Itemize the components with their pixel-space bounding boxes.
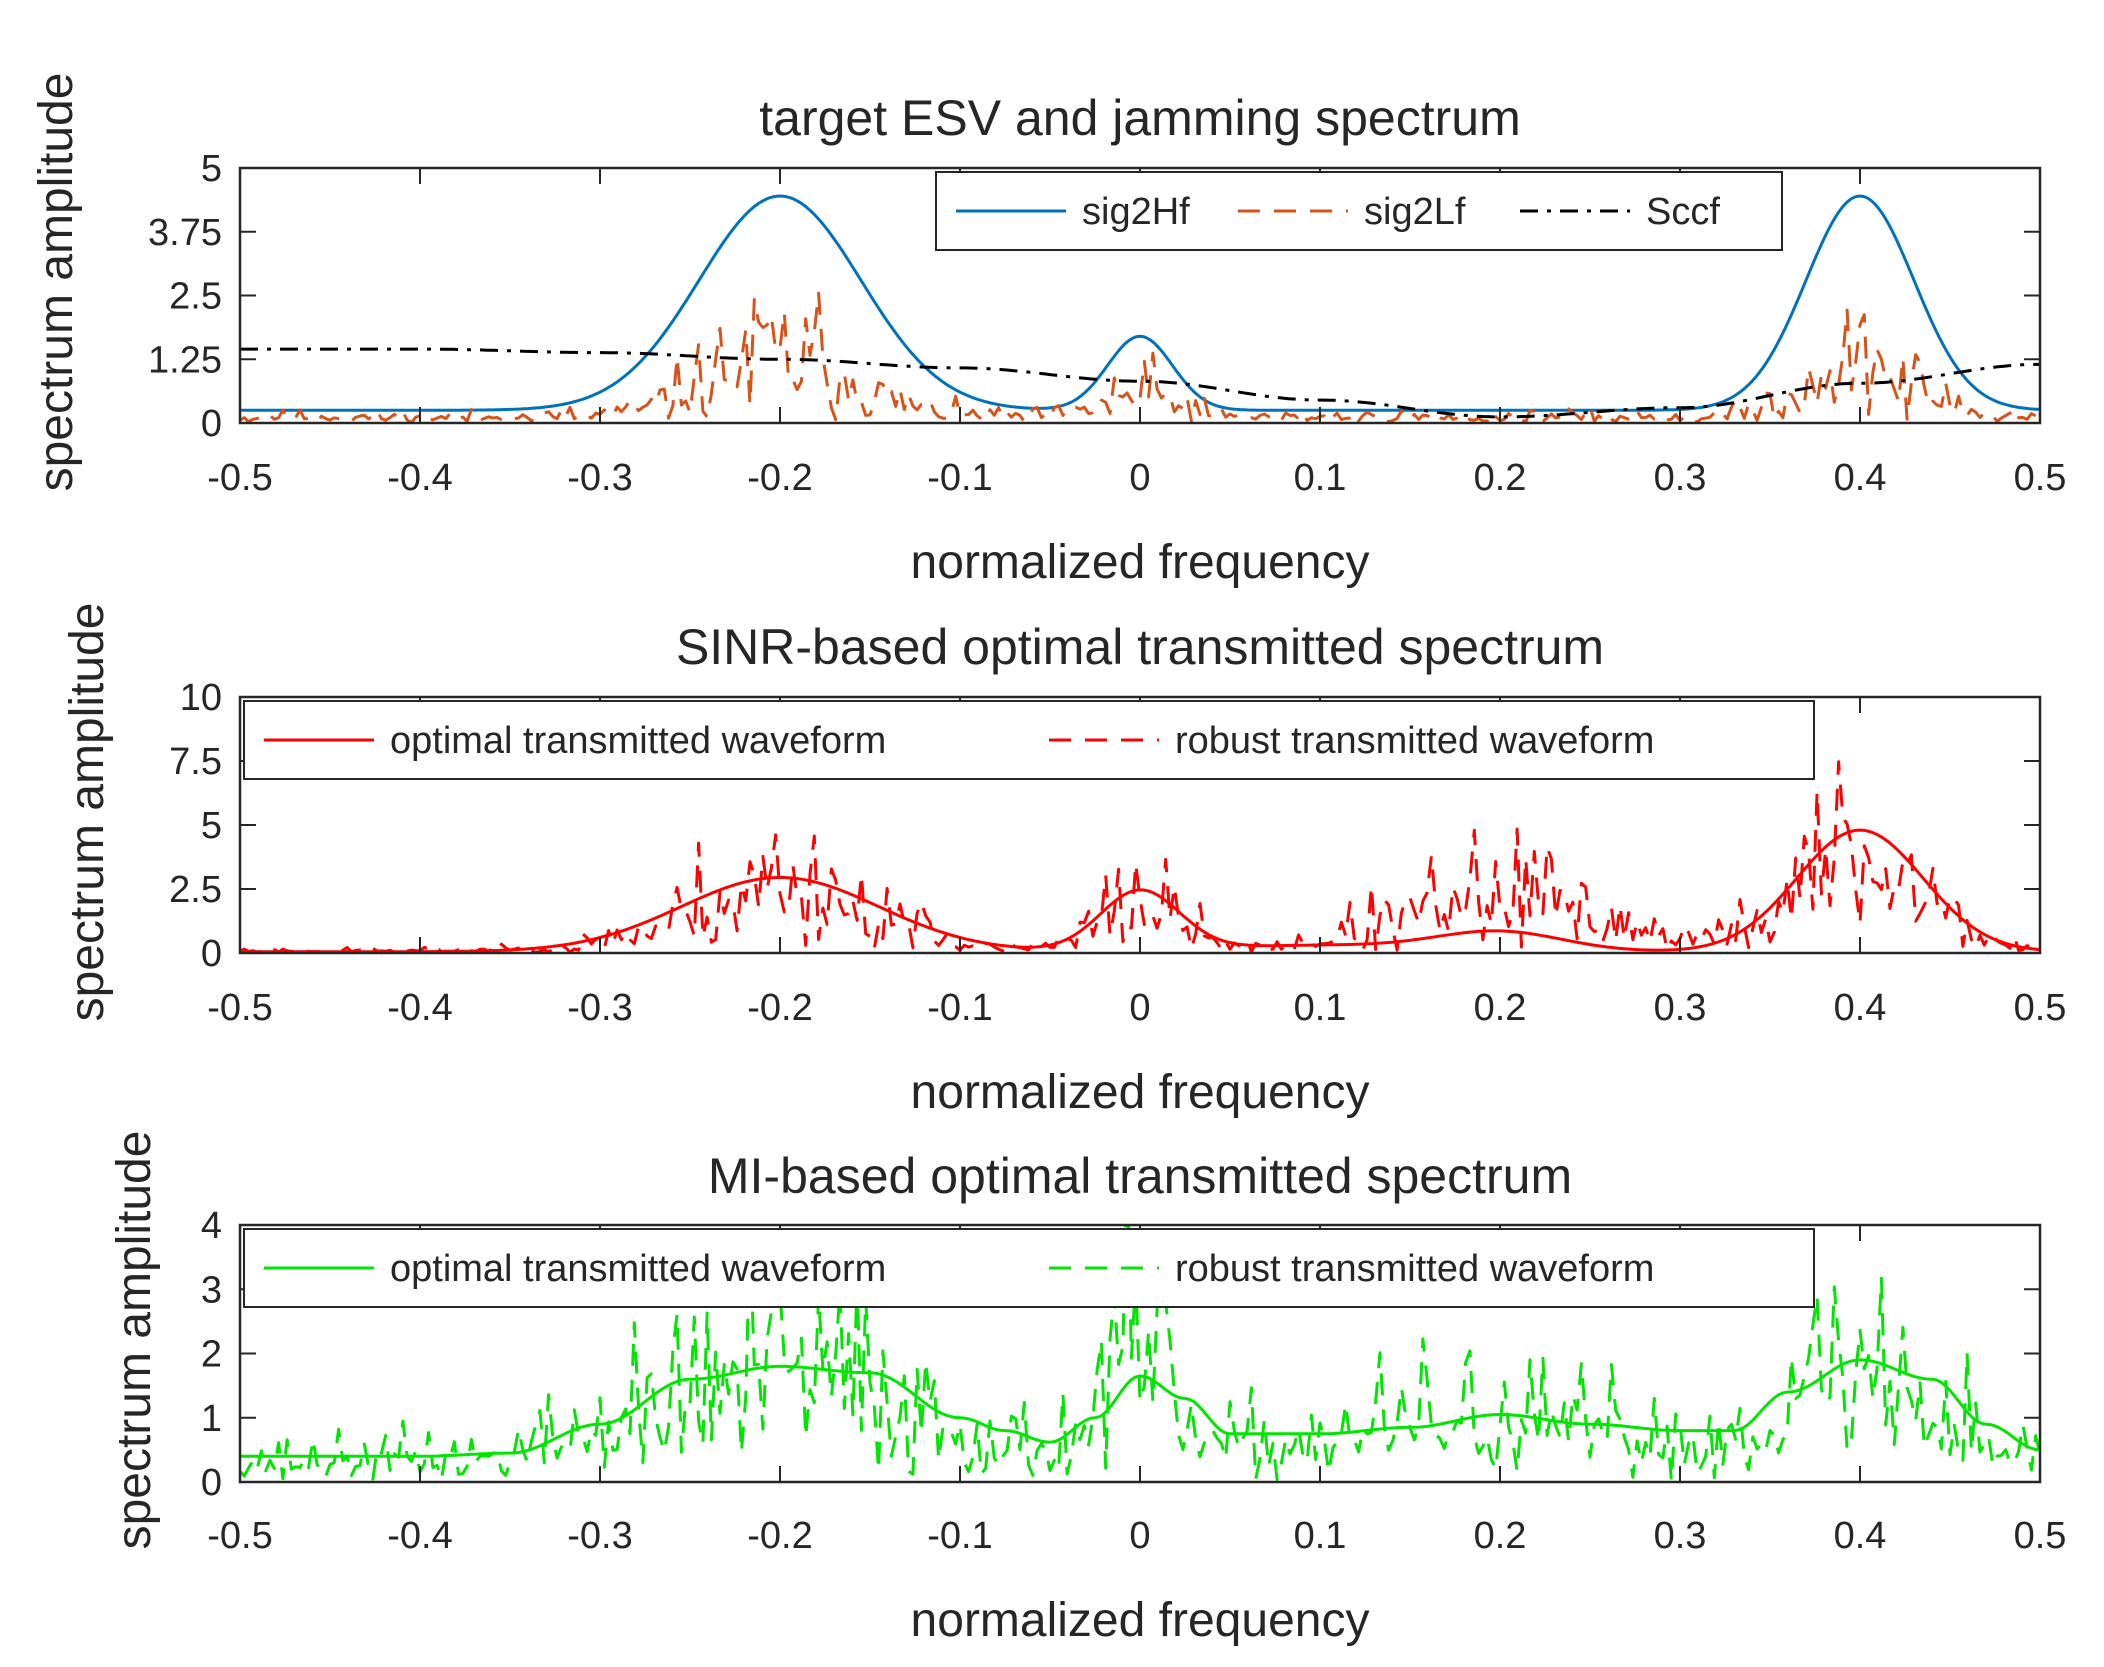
x-tick-label: 0: [1129, 457, 1150, 499]
series-group: [240, 194, 2040, 423]
legend-label-1: sig2Hf: [1082, 191, 1190, 233]
legend-label-2: robust transmitted waveform: [1175, 1248, 1654, 1290]
y-tick-label: 0: [201, 1462, 222, 1504]
legend: sig2Hf sig2Lf Sccf: [935, 171, 1783, 251]
y-tick-label: 0: [201, 933, 222, 975]
x-tick-label: -0.2: [747, 987, 812, 1029]
series-group: [240, 1225, 2040, 1482]
legend-label-2: sig2Lf: [1364, 191, 1466, 233]
x-tick-label: -0.1: [927, 987, 992, 1029]
x-tick-label: -0.5: [207, 457, 272, 499]
y-tick-label: 4: [201, 1205, 222, 1247]
x-tick-label: -0.5: [207, 987, 272, 1029]
legend-label-1: optimal transmitted waveform: [390, 1248, 886, 1290]
x-axis-label: normalized frequency: [911, 1594, 1370, 1647]
y-axis-label: spectrum amplitude: [61, 603, 114, 1022]
x-tick-label: 0.5: [2014, 457, 2067, 499]
series-line-2: [240, 1225, 2040, 1482]
x-tick-label: -0.4: [387, 457, 452, 499]
y-axis-label: spectrum amplitude: [108, 1131, 161, 1550]
x-tick-label: 0.1: [1294, 1515, 1347, 1557]
x-tick-label: 0.4: [1834, 457, 1887, 499]
x-tick-label: -0.3: [567, 987, 632, 1029]
y-tick-label: 0: [201, 403, 222, 445]
x-tick-label: 0.4: [1834, 987, 1887, 1029]
chart-panel-3: -0.5 -0.4 -0.3 -0.2 -0.1 0 0.1 0.2 0.3 0.4 0.5 0 1 2 3…: [108, 1131, 2066, 1647]
series-line-1: [240, 194, 2040, 412]
y-tick-label: 2.5: [169, 276, 222, 318]
legend-box: [935, 171, 1783, 251]
series-line-2: [240, 760, 2040, 953]
y-tick-label: 5: [201, 805, 222, 847]
x-tick-label: 0.2: [1474, 457, 1527, 499]
chart-title: MI-based optimal transmitted spectrum: [708, 1148, 1572, 1204]
x-tick-label: -0.2: [747, 1515, 812, 1557]
x-tick-label: 0.4: [1834, 1515, 1887, 1557]
y-tick-label: 2: [201, 1334, 222, 1376]
y-tick-label: 7.5: [169, 741, 222, 783]
x-tick-label: -0.4: [387, 1515, 452, 1557]
x-axis-label: normalized frequency: [911, 1066, 1370, 1119]
chart-panel-1: -0.5 -0.4 -0.3 -0.2 -0.1 0 0.1 0.2 0.3 0.4 0.5 0 1.2…: [30, 73, 2066, 589]
x-axis-label: normalized frequency: [911, 536, 1370, 589]
x-tick-label: 0.3: [1654, 987, 1707, 1029]
x-tick-label: 0: [1129, 987, 1150, 1029]
y-tick-label: 5: [201, 148, 222, 190]
x-tick-label: 0.1: [1294, 457, 1347, 499]
y-tick-label: 1.25: [148, 339, 222, 381]
x-tick-label: 0.3: [1654, 457, 1707, 499]
y-axis-label: spectrum amplitude: [30, 73, 83, 492]
chart-title: target ESV and jamming spectrum: [759, 90, 1520, 146]
x-tick-label: 0.5: [2014, 1515, 2067, 1557]
legend-box: [243, 700, 1815, 780]
x-tick-label: -0.1: [927, 1515, 992, 1557]
legend: optimal transmitted waveform robust trans…: [243, 700, 1815, 780]
y-tick-label: 1: [201, 1398, 222, 1440]
y-tick-label: 2.5: [169, 869, 222, 911]
chart-panel-2: -0.5 -0.4 -0.3 -0.2 -0.1 0 0.1 0.2 0.3 0.4 0.5 0 2.5…: [61, 603, 2066, 1119]
x-tick-label: 0: [1129, 1515, 1150, 1557]
x-tick-label: 0.5: [2014, 987, 2067, 1029]
legend: optimal transmitted waveform robust trans…: [243, 1228, 1815, 1308]
y-tick-label: 10: [180, 677, 222, 719]
x-tick-label: -0.3: [567, 1515, 632, 1557]
x-tick-label: 0.3: [1654, 1515, 1707, 1557]
x-tick-label: -0.4: [387, 987, 452, 1029]
legend-box: [243, 1228, 1815, 1308]
x-tick-label: -0.3: [567, 457, 632, 499]
chart-title: SINR-based optimal transmitted spectrum: [676, 619, 1604, 675]
x-tick-label: 0.2: [1474, 1515, 1527, 1557]
y-tick-label: 3: [201, 1269, 222, 1311]
x-tick-label: -0.5: [207, 1515, 272, 1557]
x-tick-label: -0.1: [927, 457, 992, 499]
y-tick-label: 3.75: [148, 212, 222, 254]
x-tick-label: -0.2: [747, 457, 812, 499]
x-tick-label: 0.2: [1474, 987, 1527, 1029]
legend-label-3: Sccf: [1646, 191, 1720, 233]
legend-label-2: robust transmitted waveform: [1175, 720, 1654, 762]
x-tick-label: 0.1: [1294, 987, 1347, 1029]
legend-label-1: optimal transmitted waveform: [390, 720, 886, 762]
series-group: [240, 760, 2040, 953]
